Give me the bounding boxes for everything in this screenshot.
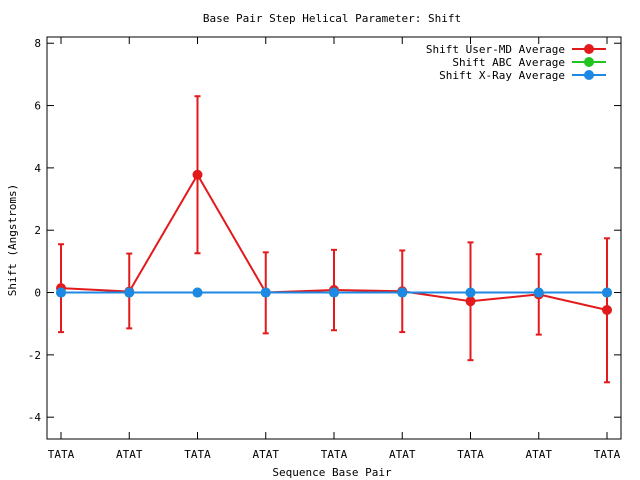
x-axis: TATA ATAT TATA ATAT TATA ATAT TATA ATAT TATA xyxy=(48,37,621,461)
series-points xyxy=(56,169,612,315)
data-point xyxy=(533,287,544,298)
legend-label: Shift X-Ray Average xyxy=(439,69,565,82)
data-point xyxy=(124,287,135,298)
y-tick-label: 2 xyxy=(34,224,41,237)
x-tick-label: TATA xyxy=(321,448,348,461)
y-axis: -4 -2 0 2 4 6 8 xyxy=(28,37,621,424)
x-tick-label: TATA xyxy=(457,448,484,461)
y-tick-label: 8 xyxy=(34,37,41,50)
y-tick-label: 6 xyxy=(34,100,41,113)
legend-swatch-marker xyxy=(584,57,594,67)
x-tick-label: ATAT xyxy=(526,448,553,461)
data-point xyxy=(192,287,203,298)
x-tick-label: TATA xyxy=(184,448,211,461)
y-tick-label: -4 xyxy=(28,411,42,424)
x-tick-label: ATAT xyxy=(116,448,143,461)
y-tick-label: 0 xyxy=(34,287,41,300)
chart-title: Base Pair Step Helical Parameter: Shift xyxy=(203,12,461,25)
data-point xyxy=(397,287,408,298)
legend-swatch-marker xyxy=(584,44,594,54)
x-tick-label: ATAT xyxy=(389,448,416,461)
x-tick-label: TATA xyxy=(48,448,75,461)
data-point xyxy=(465,296,476,307)
data-point xyxy=(329,287,339,298)
data-point xyxy=(602,287,612,298)
data-point xyxy=(260,287,271,298)
data-point xyxy=(56,287,66,298)
x-tick-label: ATAT xyxy=(253,448,280,461)
data-point xyxy=(465,287,476,298)
x-axis-label: Sequence Base Pair xyxy=(272,466,392,479)
y-tick-label: -2 xyxy=(28,349,41,362)
legend-label: Shift User-MD Average xyxy=(426,43,565,56)
y-tick-label: 4 xyxy=(34,162,41,175)
legend-label: Shift ABC Average xyxy=(452,56,565,69)
error-bars xyxy=(58,95,610,384)
y-axis-label: Shift (Angstroms) xyxy=(6,184,19,297)
plot-frame xyxy=(46,36,622,440)
x-tick-label: TATA xyxy=(594,448,621,461)
data-point xyxy=(602,304,612,315)
legend-swatch-marker xyxy=(584,70,594,80)
plot-area xyxy=(46,36,622,440)
data-point xyxy=(192,169,203,180)
